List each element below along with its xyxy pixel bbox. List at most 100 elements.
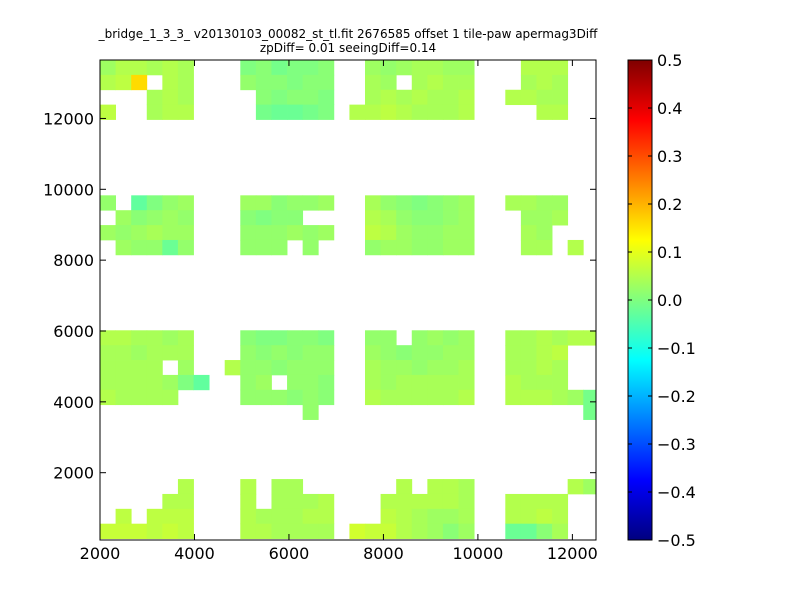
heatmap-cell (365, 239, 381, 256)
heatmap-cell (458, 104, 475, 120)
heatmap-cell (146, 345, 163, 361)
heatmap-cell (115, 508, 132, 525)
heatmap-cell (318, 508, 335, 525)
heatmap-cell (536, 210, 553, 226)
x-tick-label: 6000 (269, 544, 310, 563)
heatmap-cell (271, 360, 288, 376)
heatmap-cell (505, 89, 522, 106)
heatmap-cell (271, 239, 288, 256)
heatmap-cell (271, 89, 288, 106)
heatmap-cell (271, 330, 288, 346)
heatmap-cell (380, 374, 397, 391)
heatmap-cell (115, 374, 132, 391)
colorbar-axis: 0.5 0.4 0.3 0.2 0.1 0.0 −0.1 −0.2 −0.3 −0.4 −0.5 (628, 51, 696, 550)
heatmap-cell (505, 389, 522, 406)
heatmap-cell (146, 508, 163, 525)
heatmap-cell (131, 60, 148, 76)
heatmap-cell (240, 225, 257, 241)
heatmap-cell (302, 239, 319, 256)
heatmap-cell (177, 104, 194, 120)
heatmap-cell (287, 523, 304, 539)
heatmap-cell (318, 374, 335, 391)
heatmap-cell (458, 210, 475, 226)
heatmap-cell (302, 104, 319, 120)
heatmap-cell (177, 508, 194, 525)
heatmap-cell (505, 508, 522, 525)
heatmap-cell (100, 523, 116, 539)
heatmap-cell (411, 523, 428, 539)
heatmap-cell (536, 374, 553, 391)
heatmap-cell (318, 523, 335, 539)
heatmap-cell (442, 210, 459, 226)
heatmap-cell (442, 330, 459, 346)
heatmap-cell (552, 60, 569, 76)
heatmap-cell (302, 89, 319, 106)
heatmap-cell (427, 104, 444, 120)
heatmap-cell (287, 389, 304, 406)
heatmap-cell (567, 330, 584, 346)
heatmap-cell (365, 89, 381, 106)
y-tick-label: 2000 (53, 464, 94, 483)
y-tick-label: 4000 (53, 393, 94, 412)
heatmap-cell (380, 389, 397, 406)
x-tick-label: 4000 (174, 544, 215, 563)
heatmap-cell (146, 210, 163, 226)
heatmap-cell (396, 345, 413, 361)
heatmap-cell (302, 225, 319, 241)
colorbar-tick-label: 0.4 (657, 99, 682, 118)
heatmap-cell (520, 493, 537, 510)
heatmap-cell (100, 330, 116, 346)
heatmap-cell (536, 239, 553, 256)
heatmap-cell (520, 389, 537, 406)
heatmap-cell (302, 345, 319, 361)
colorbar-tick-label: 0.2 (657, 195, 682, 214)
heatmap-cell (505, 345, 522, 361)
heatmap-cell (442, 493, 459, 510)
heatmap-cell (240, 360, 257, 376)
heatmap-cell (536, 493, 553, 510)
heatmap-cell (380, 225, 397, 241)
x-tick-label: 2000 (80, 544, 121, 563)
heatmap-cell (396, 195, 413, 211)
heatmap-cell (302, 330, 319, 346)
heatmap-cell (458, 345, 475, 361)
heatmap-cell (162, 330, 179, 346)
heatmap-cell (536, 60, 553, 76)
heatmap-cell (380, 210, 397, 226)
heatmap-cell (396, 239, 413, 256)
heatmap-cell (442, 74, 459, 91)
heatmap-cell (162, 493, 179, 510)
heatmap-cell (552, 508, 569, 525)
x-tick-label: 8000 (363, 544, 404, 563)
heatmap-cell (411, 374, 428, 391)
heatmap-cell (287, 360, 304, 376)
heatmap-cell (552, 195, 569, 211)
heatmap-cell (318, 195, 335, 211)
heatmap-cell (427, 360, 444, 376)
heatmap-cell (302, 523, 319, 539)
heatmap-cell (255, 374, 272, 391)
colorbar-tick-label: 0.3 (657, 147, 682, 166)
heatmap-cell (177, 360, 194, 376)
heatmap-cell (427, 374, 444, 391)
heatmap-cell (552, 374, 569, 391)
heatmap-cell (442, 195, 459, 211)
heatmap-cell (100, 74, 116, 91)
heatmap-cell (240, 493, 257, 510)
heatmap-cell (442, 89, 459, 106)
heatmap-cell (505, 330, 522, 346)
heatmap-cell (365, 330, 381, 346)
heatmap-cell (380, 523, 397, 539)
heatmap-cell (240, 239, 257, 256)
heatmap-cell (240, 479, 257, 495)
heatmap-cell (271, 389, 288, 406)
heatmap-cell (177, 195, 194, 211)
heatmap-cell (380, 195, 397, 211)
heatmap-cell (583, 479, 597, 495)
heatmap-cell (505, 523, 522, 539)
heatmap-cell (365, 195, 381, 211)
heatmap-cell (146, 239, 163, 256)
heatmap-cell (458, 493, 475, 510)
heatmap-cell (240, 523, 257, 539)
heatmap-cell (365, 104, 381, 120)
